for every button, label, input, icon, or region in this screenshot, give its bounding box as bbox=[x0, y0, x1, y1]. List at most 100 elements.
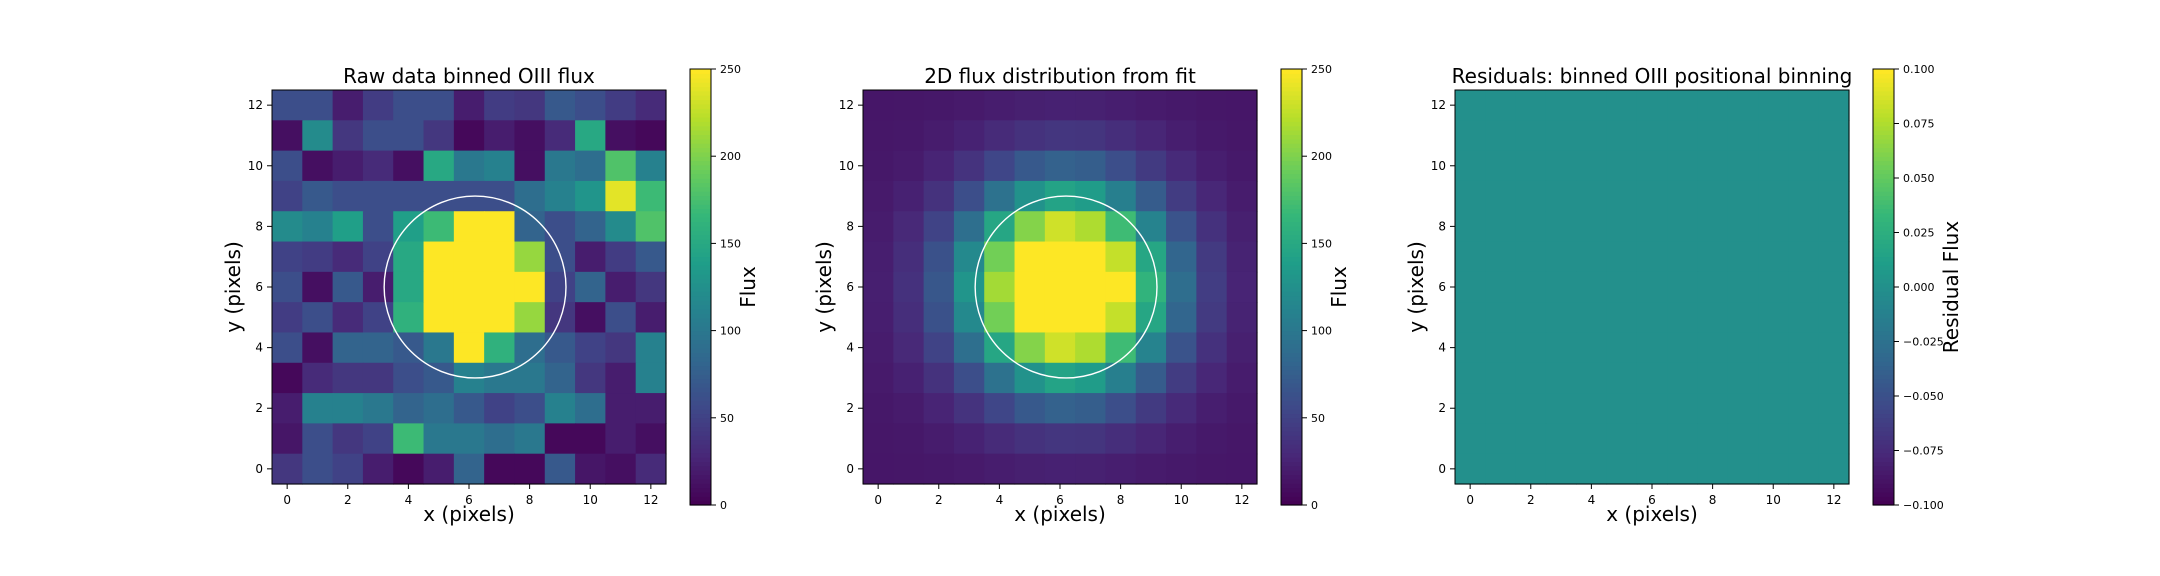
colorbar-segment bbox=[1873, 382, 1894, 388]
heatmap-cell bbox=[1758, 241, 1789, 273]
heatmap-cell bbox=[1135, 271, 1167, 303]
colorbar-tick-label: 100 bbox=[1311, 325, 1332, 338]
heatmap-cell bbox=[953, 90, 985, 121]
heatmap-cell bbox=[984, 362, 1016, 394]
heatmap-cell bbox=[1044, 271, 1076, 303]
heatmap-cell bbox=[1818, 90, 1850, 121]
heatmap-cell bbox=[423, 332, 455, 364]
heatmap-cell bbox=[984, 393, 1016, 424]
heatmap-cell bbox=[1636, 453, 1668, 485]
heatmap-cell bbox=[362, 302, 394, 334]
heatmap-cell bbox=[1727, 150, 1759, 182]
heatmap-cell bbox=[1606, 423, 1638, 455]
heatmap-cell bbox=[953, 120, 985, 152]
heatmap-cell bbox=[1485, 90, 1517, 121]
heatmap-cell bbox=[1545, 90, 1577, 121]
heatmap-cell bbox=[863, 423, 894, 455]
colorbar-segment bbox=[1873, 147, 1894, 153]
heatmap-cell bbox=[605, 150, 637, 182]
heatmap-cell bbox=[1455, 362, 1486, 394]
heatmap-cell bbox=[1788, 211, 1820, 243]
colorbar-segment bbox=[690, 439, 711, 445]
colorbar-segment bbox=[1281, 365, 1302, 371]
colorbar-segment bbox=[1281, 413, 1302, 419]
panel-3: 0 2 4 6 8 10 12 0 2 4 6 8 10 12 Residuals: binned OIII… bbox=[1404, 63, 1963, 526]
heatmap-cell bbox=[1226, 211, 1258, 243]
heatmap-cell bbox=[635, 180, 667, 212]
heatmap-cell bbox=[575, 393, 606, 424]
heatmap-cell bbox=[1606, 393, 1638, 424]
colorbar-segment bbox=[1281, 69, 1302, 74]
colorbar-segment bbox=[1281, 334, 1302, 340]
heatmap-cell bbox=[605, 423, 637, 455]
heatmap-cell bbox=[1455, 453, 1486, 485]
colorbar-segment bbox=[1281, 156, 1302, 162]
colorbar-segment bbox=[1873, 73, 1894, 79]
heatmap-cell bbox=[1606, 302, 1638, 334]
heatmap-cell bbox=[1697, 302, 1729, 334]
heatmap-cell bbox=[984, 241, 1016, 273]
heatmap-cell bbox=[1226, 180, 1258, 212]
colorbar-segment bbox=[690, 230, 711, 236]
colorbar-segment bbox=[690, 304, 711, 310]
heatmap-cell bbox=[272, 150, 303, 182]
heatmap-cell bbox=[1196, 453, 1228, 485]
heatmap-cell bbox=[1485, 120, 1517, 152]
colorbar-segment bbox=[1873, 138, 1894, 144]
heatmap-cell bbox=[1788, 393, 1820, 424]
heatmap-cell bbox=[1455, 150, 1486, 182]
colorbar-segment bbox=[690, 186, 711, 192]
x-tick-label: 12 bbox=[643, 493, 658, 507]
colorbar-segment bbox=[1873, 164, 1894, 170]
heatmap-cell bbox=[272, 453, 303, 485]
heatmap-cell bbox=[484, 180, 516, 212]
colorbar-segment bbox=[690, 178, 711, 183]
heatmap-cell bbox=[953, 271, 985, 303]
colorbar-tick-label: −0.050 bbox=[1903, 390, 1944, 403]
colorbar-segment bbox=[1873, 108, 1894, 114]
heatmap-cell bbox=[1758, 453, 1789, 485]
colorbar-segment bbox=[1281, 73, 1302, 79]
colorbar-segment bbox=[1281, 404, 1302, 410]
heatmap-cells bbox=[272, 90, 667, 485]
heatmap-cell bbox=[863, 120, 894, 152]
heatmap-cell bbox=[923, 241, 955, 273]
colorbar-segment bbox=[1281, 90, 1302, 96]
x-tick-label: 4 bbox=[996, 493, 1004, 507]
colorbar-segment bbox=[1281, 173, 1302, 179]
colorbar-segment bbox=[1873, 151, 1894, 157]
heatmap-cell bbox=[332, 150, 364, 182]
colorbar-segment bbox=[1873, 260, 1894, 266]
heatmap-cell bbox=[575, 241, 606, 273]
heatmap-cell bbox=[1636, 302, 1668, 334]
heatmap-cell bbox=[1105, 393, 1137, 424]
colorbar-segment bbox=[1281, 308, 1302, 314]
colorbar-segment bbox=[1873, 278, 1894, 284]
heatmap-cell bbox=[544, 150, 576, 182]
heatmap-cell bbox=[984, 423, 1016, 455]
heatmap-cell bbox=[1818, 211, 1850, 243]
colorbar-segment bbox=[1281, 287, 1302, 292]
heatmap-cell bbox=[923, 120, 955, 152]
heatmap-cell bbox=[1105, 150, 1137, 182]
colorbar-segment bbox=[1281, 77, 1302, 83]
heatmap-cell bbox=[1014, 362, 1046, 394]
heatmap-cell bbox=[1636, 241, 1668, 273]
heatmap-cell bbox=[1226, 120, 1258, 152]
colorbar-segment bbox=[1873, 348, 1894, 353]
heatmap-cell bbox=[1636, 150, 1668, 182]
heatmap-cell bbox=[514, 180, 546, 212]
heatmap-cell bbox=[953, 332, 985, 364]
heatmap-cell bbox=[544, 90, 576, 121]
colorbar-segment bbox=[690, 77, 711, 83]
heatmap-cell bbox=[1166, 211, 1197, 243]
colorbar-segment bbox=[1873, 121, 1894, 127]
colorbar-segment bbox=[690, 478, 711, 484]
heatmap-cell bbox=[1135, 423, 1167, 455]
colorbar-segment bbox=[690, 452, 711, 458]
colorbar-segment bbox=[690, 225, 711, 231]
heatmap-cell bbox=[1818, 453, 1850, 485]
heatmap-cell bbox=[1166, 302, 1197, 334]
colorbar-segment bbox=[1873, 439, 1894, 445]
heatmap-cell bbox=[605, 332, 637, 364]
